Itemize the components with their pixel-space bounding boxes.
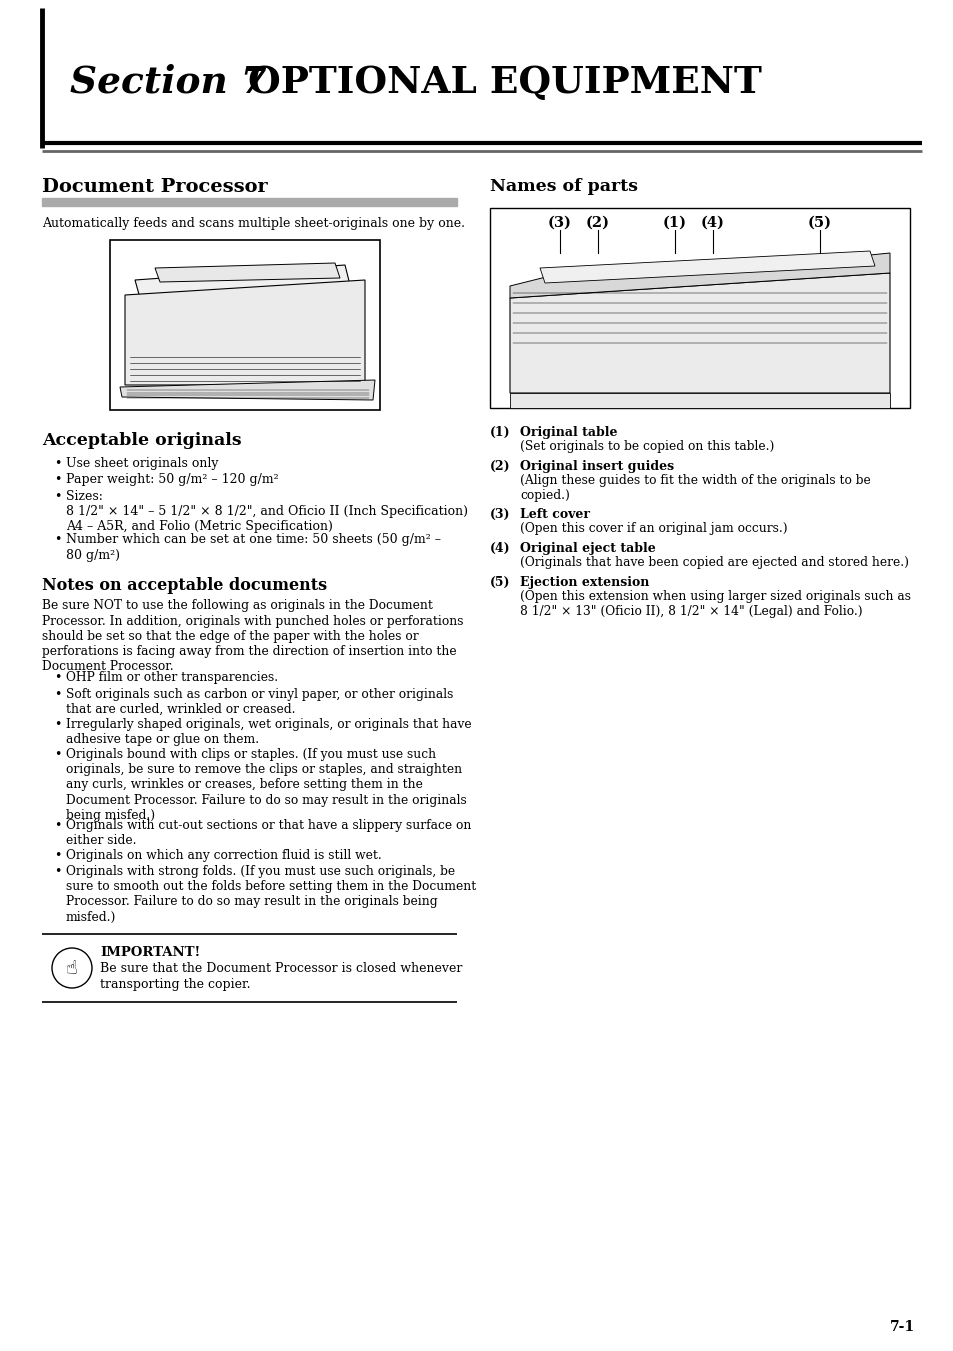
- Text: Irregularly shaped originals, wet originals, or originals that have
adhesive tap: Irregularly shaped originals, wet origin…: [66, 717, 471, 746]
- Text: (Open this cover if an original jam occurs.): (Open this cover if an original jam occu…: [519, 521, 787, 535]
- Text: Originals with cut-out sections or that have a slippery surface on
either side.: Originals with cut-out sections or that …: [66, 819, 471, 847]
- Text: Originals with strong folds. (If you must use such originals, be
sure to smooth : Originals with strong folds. (If you mus…: [66, 865, 476, 924]
- Polygon shape: [539, 251, 874, 282]
- Text: (5): (5): [807, 216, 831, 230]
- Text: Soft originals such as carbon or vinyl paper, or other originals
that are curled: Soft originals such as carbon or vinyl p…: [66, 688, 453, 716]
- Polygon shape: [135, 265, 350, 299]
- Text: Original eject table: Original eject table: [519, 542, 655, 555]
- Text: Ejection extension: Ejection extension: [519, 576, 649, 589]
- Polygon shape: [510, 253, 889, 299]
- Text: (4): (4): [700, 216, 724, 230]
- Text: •: •: [54, 473, 61, 486]
- Text: (3): (3): [547, 216, 572, 230]
- Text: Originals bound with clips or staples. (If you must use such
originals, be sure : Originals bound with clips or staples. (…: [66, 748, 466, 821]
- Text: Acceptable originals: Acceptable originals: [42, 432, 241, 449]
- Text: (1): (1): [490, 426, 510, 439]
- Text: (Originals that have been copied are ejected and stored here.): (Originals that have been copied are eje…: [519, 557, 908, 569]
- Text: OPTIONAL EQUIPMENT: OPTIONAL EQUIPMENT: [248, 63, 761, 100]
- Text: Be sure NOT to use the following as originals in the Document
Processor. In addi: Be sure NOT to use the following as orig…: [42, 600, 463, 673]
- Bar: [110, 240, 379, 409]
- Text: (Open this extension when using larger sized originals such as
8 1/2" × 13" (Ofi: (Open this extension when using larger s…: [519, 590, 910, 619]
- Text: Be sure that the Document Processor is closed whenever
transporting the copier.: Be sure that the Document Processor is c…: [100, 962, 462, 992]
- Text: Document Processor: Document Processor: [42, 178, 268, 196]
- Polygon shape: [125, 280, 365, 385]
- Text: •: •: [54, 848, 61, 862]
- Text: Paper weight: 50 g/m² – 120 g/m²: Paper weight: 50 g/m² – 120 g/m²: [66, 473, 278, 486]
- Bar: [42, 199, 456, 205]
- Text: Use sheet originals only: Use sheet originals only: [66, 457, 218, 470]
- Text: •: •: [54, 748, 61, 761]
- Text: Left cover: Left cover: [519, 508, 589, 521]
- Text: •: •: [54, 534, 61, 547]
- Text: •: •: [54, 490, 61, 503]
- Polygon shape: [510, 393, 889, 408]
- Text: (4): (4): [490, 542, 510, 555]
- Text: (5): (5): [490, 576, 510, 589]
- Text: (2): (2): [585, 216, 609, 230]
- Text: Section 7: Section 7: [70, 63, 267, 100]
- Text: Notes on acceptable documents: Notes on acceptable documents: [42, 577, 327, 594]
- Text: OHP film or other transparencies.: OHP film or other transparencies.: [66, 671, 278, 685]
- Text: Names of parts: Names of parts: [490, 178, 638, 195]
- Text: Number which can be set at one time: 50 sheets (50 g/m² –
80 g/m²): Number which can be set at one time: 50 …: [66, 534, 440, 562]
- Text: (Set originals to be copied on this table.): (Set originals to be copied on this tabl…: [519, 440, 774, 453]
- Text: Original table: Original table: [519, 426, 617, 439]
- Text: •: •: [54, 819, 61, 831]
- Text: •: •: [54, 671, 61, 685]
- Text: •: •: [54, 457, 61, 470]
- Text: Original insert guides: Original insert guides: [519, 459, 674, 473]
- Text: (1): (1): [662, 216, 686, 230]
- Bar: [490, 208, 909, 408]
- Text: (3): (3): [490, 508, 510, 521]
- Text: (2): (2): [490, 459, 510, 473]
- Text: IMPORTANT!: IMPORTANT!: [100, 946, 200, 959]
- Circle shape: [52, 948, 91, 988]
- Text: 7-1: 7-1: [889, 1320, 914, 1333]
- Polygon shape: [154, 263, 339, 282]
- Text: •: •: [54, 865, 61, 878]
- Text: Automatically feeds and scans multiple sheet-originals one by one.: Automatically feeds and scans multiple s…: [42, 218, 464, 230]
- Polygon shape: [120, 380, 375, 400]
- Text: •: •: [54, 688, 61, 701]
- Text: ☝: ☝: [66, 958, 78, 978]
- Polygon shape: [510, 273, 889, 393]
- Text: Originals on which any correction fluid is still wet.: Originals on which any correction fluid …: [66, 848, 381, 862]
- Text: Sizes:
8 1/2" × 14" – 5 1/2" × 8 1/2", and Oficio II (Inch Specification)
A4 – A: Sizes: 8 1/2" × 14" – 5 1/2" × 8 1/2", a…: [66, 490, 468, 534]
- Text: (Align these guides to fit the width of the originals to be
copied.): (Align these guides to fit the width of …: [519, 474, 870, 503]
- Text: •: •: [54, 717, 61, 731]
